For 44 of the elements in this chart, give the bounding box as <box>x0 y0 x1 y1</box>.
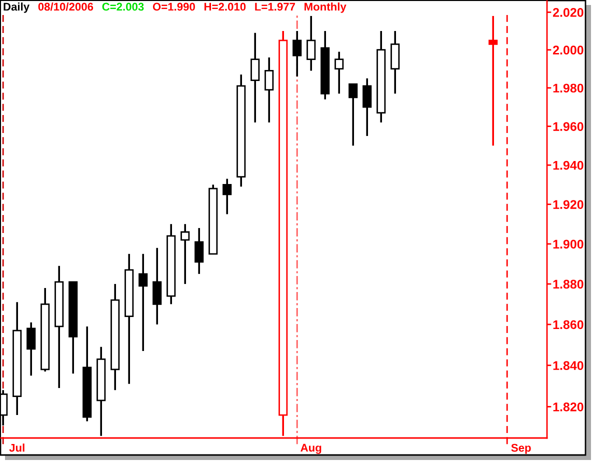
candlestick <box>306 15 316 72</box>
candlestick <box>82 326 92 422</box>
y-tick-label: 1.840 <box>553 361 584 370</box>
candlestick <box>320 30 330 100</box>
candlestick <box>26 322 36 377</box>
y-tick-label: 1.920 <box>553 200 584 209</box>
candlestick <box>236 74 246 188</box>
candlestick <box>390 30 400 95</box>
y-tick-label: 1.960 <box>553 122 584 131</box>
x-tick-label: Aug <box>300 444 322 454</box>
candlestick <box>12 301 22 416</box>
text: Monthly <box>304 2 346 13</box>
annotation: H=2.010 <box>204 2 246 11</box>
candlestick <box>180 223 190 285</box>
candlestick <box>292 30 302 78</box>
y-tick-label: 1.900 <box>553 240 584 249</box>
candlestick <box>376 30 386 124</box>
candlestick <box>334 50 344 95</box>
annotation: L=1.977 <box>255 2 295 11</box>
candlestick <box>166 223 176 306</box>
y-tick-label: 1.820 <box>553 402 584 412</box>
text: Daily <box>4 2 30 13</box>
y-tick-label: 2.020 <box>552 8 584 17</box>
candlestick <box>250 32 260 124</box>
candlestick <box>110 283 120 391</box>
y-tick-label: 2.000 <box>552 46 584 55</box>
candlestick <box>152 247 162 326</box>
annotation: O=1.990 <box>152 2 195 11</box>
y-tick-label: 1.940 <box>553 160 584 170</box>
candlestick <box>264 56 274 124</box>
y-tick-label: 1.880 <box>553 280 584 289</box>
y-tick-label: 1.980 <box>553 84 584 93</box>
candlestick <box>54 264 64 389</box>
x-tick-label: Jul <box>9 444 24 452</box>
y-tick-label: 1.860 <box>553 320 584 330</box>
candlestick <box>138 253 148 352</box>
annotation: 08/10/2006 <box>38 2 94 11</box>
candlestick <box>362 77 372 137</box>
candlestick <box>124 253 134 385</box>
x-tick-label: Sep <box>511 444 531 454</box>
candlestick <box>488 15 498 147</box>
annotation: C=2.003 <box>102 2 144 11</box>
candlestick <box>194 227 204 275</box>
candlestick <box>222 178 232 216</box>
